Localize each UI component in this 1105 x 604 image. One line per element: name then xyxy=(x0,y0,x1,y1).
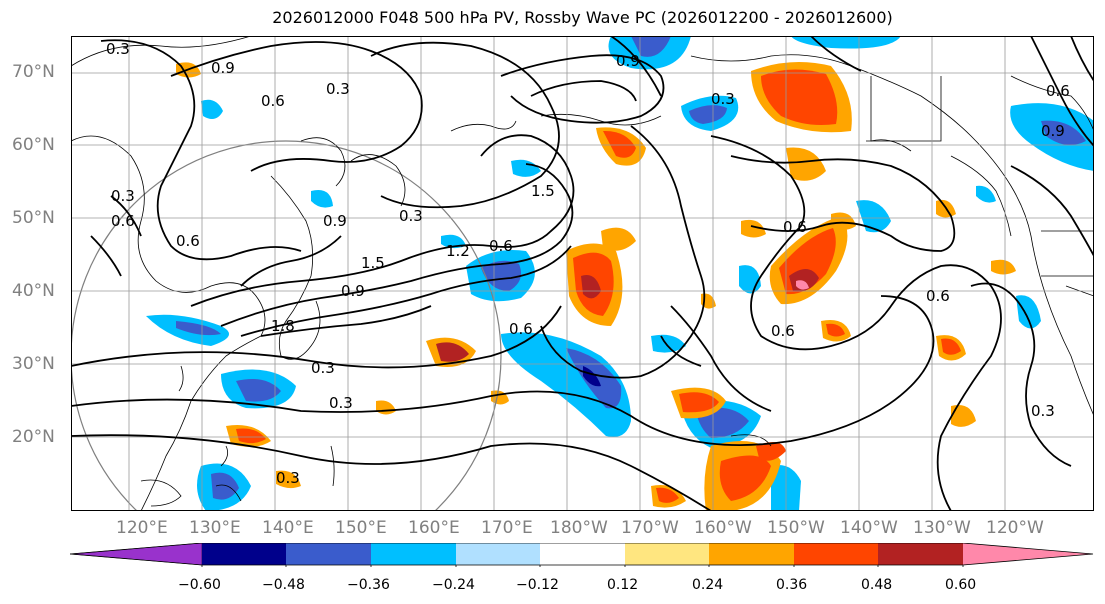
contour-label: 1.5 xyxy=(531,182,555,200)
contour-label: 0.3 xyxy=(111,187,135,205)
lon-label: 140°W xyxy=(840,518,898,538)
lon-label: 130°E xyxy=(189,518,241,538)
contour-label: 0.6 xyxy=(783,218,807,236)
contour-label: 0.3 xyxy=(711,90,735,108)
anomaly-shading xyxy=(146,36,1094,511)
colorbar-segment xyxy=(709,543,794,565)
colorbar-tick: −0.48 xyxy=(262,577,305,593)
region-circle xyxy=(71,140,502,511)
lon-label: 120°W xyxy=(986,518,1044,538)
colorbar-segment xyxy=(70,543,203,566)
contour-label: 0.9 xyxy=(341,282,365,300)
colorbar-segment xyxy=(878,543,963,565)
contour-label: 0.6 xyxy=(926,287,950,305)
lon-label: 160°E xyxy=(408,518,460,538)
contour-label: 0.3 xyxy=(311,359,335,377)
pv-contours xyxy=(71,36,1094,511)
contour-label: 0.3 xyxy=(399,207,423,225)
colorbar-tick: −0.60 xyxy=(178,577,221,593)
contour-label: 0.3 xyxy=(106,40,130,58)
lat-label: 60°N xyxy=(12,135,55,155)
contour-label: 0.6 xyxy=(509,320,533,338)
contour-labels: 0.3 0.9 0.6 0.3 0.9 0.3 0.6 0.9 0.9 0.3 … xyxy=(106,40,1070,487)
colorbar-tick: 0.12 xyxy=(607,577,639,593)
colorbar-tick: −0.36 xyxy=(347,577,390,593)
contour-label: 0.3 xyxy=(326,80,350,98)
colorbar-segment xyxy=(202,543,286,565)
contour-label: 1.2 xyxy=(446,242,470,260)
contour-label: 0.3 xyxy=(1031,402,1055,420)
lat-label: 20°N xyxy=(12,427,55,447)
colorbar-segment xyxy=(794,543,878,565)
lon-label: 150°E xyxy=(335,518,387,538)
contour-label: 0.6 xyxy=(1046,82,1070,100)
lon-label: 140°E xyxy=(262,518,314,538)
colorbar-tick: 0.60 xyxy=(945,577,977,593)
contour-label: 0.6 xyxy=(261,92,285,110)
colorbar-segment xyxy=(625,543,709,565)
colorbar-segment xyxy=(286,543,371,565)
colorbar-tick: 0.24 xyxy=(692,577,724,593)
contour-label: 0.6 xyxy=(111,212,135,230)
colorbar-segment xyxy=(456,543,540,565)
lon-label: 170°E xyxy=(481,518,533,538)
lon-label: 120°E xyxy=(116,518,168,538)
coastlines xyxy=(71,36,1094,511)
colorbar-segment xyxy=(371,543,456,565)
lon-label: 180°W xyxy=(550,518,608,538)
contour-label: 0.6 xyxy=(176,232,200,250)
colorbar-tick: −0.24 xyxy=(432,577,475,593)
lat-label: 70°N xyxy=(12,62,55,82)
map-frame xyxy=(71,36,1094,511)
contour-label: 1.8 xyxy=(271,317,295,335)
colorbar-segment xyxy=(963,543,1093,565)
colorbar-tick: −0.12 xyxy=(516,577,559,593)
colorbar-tick: 0.48 xyxy=(861,577,893,593)
lat-label: 50°N xyxy=(12,208,55,228)
contour-label: 0.9 xyxy=(323,212,347,230)
map-panel: 0.3 0.9 0.6 0.3 0.9 0.3 0.6 0.9 0.9 0.3 … xyxy=(71,36,1094,511)
colorbar-tick: 0.36 xyxy=(776,577,808,593)
contour-label: 0.9 xyxy=(211,59,235,77)
contour-label: 0.3 xyxy=(329,394,353,412)
lon-label: 160°W xyxy=(694,518,752,538)
gridlines xyxy=(71,36,1094,511)
map-title: 2026012000 F048 500 hPa PV, Rossby Wave … xyxy=(272,8,893,27)
contour-label: 0.9 xyxy=(1041,122,1065,140)
lon-label: 170°W xyxy=(621,518,679,538)
contour-label: 0.9 xyxy=(616,52,640,70)
contour-label: 0.6 xyxy=(771,322,795,340)
colorbar xyxy=(70,543,1094,567)
lon-label: 130°W xyxy=(913,518,971,538)
contour-label: 0.6 xyxy=(489,237,513,255)
contour-label: 1.5 xyxy=(361,254,385,272)
colorbar-segment xyxy=(540,543,625,565)
lon-label: 150°W xyxy=(767,518,825,538)
lat-label: 40°N xyxy=(12,281,55,301)
lat-label: 30°N xyxy=(12,354,55,374)
contour-label: 0.3 xyxy=(276,469,300,487)
